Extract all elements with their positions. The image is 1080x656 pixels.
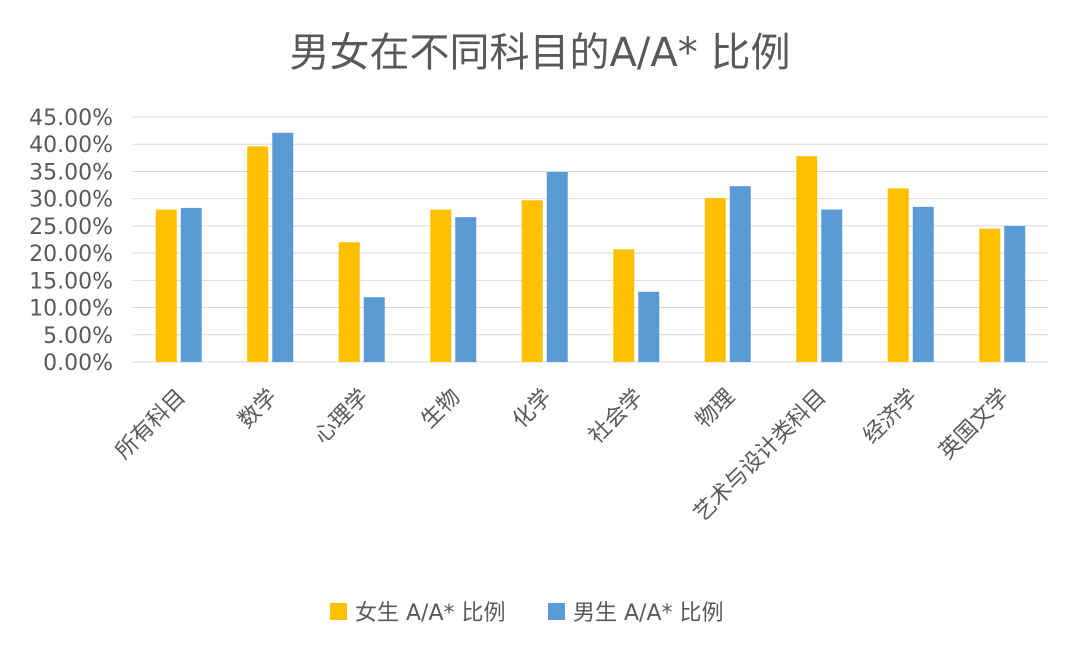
x-tick-label: 所有科目 — [111, 385, 191, 465]
bars — [155, 132, 1026, 362]
y-tick-label: 20.00% — [29, 242, 113, 267]
bar-female — [887, 188, 909, 362]
bar-male — [912, 206, 934, 362]
y-axis-ticks: 0.00%5.00%10.00% 15.00%20.00%25.00%30.00%… — [29, 106, 113, 376]
x-tick-label: 心理学 — [310, 385, 374, 449]
bar-female — [338, 242, 360, 362]
bar-male — [729, 186, 751, 362]
bar-male — [821, 209, 843, 362]
bar-female — [979, 228, 1001, 362]
gridlines — [133, 116, 1048, 363]
y-tick-label: 35.00% — [29, 160, 113, 185]
y-tick-label: 10.00% — [29, 297, 113, 322]
bar-male — [1004, 225, 1026, 362]
y-tick-label: 15.00% — [29, 269, 113, 294]
bar-female — [247, 146, 269, 362]
y-tick-label: 0.00% — [43, 351, 113, 376]
bar-female — [430, 209, 452, 362]
bar-female — [155, 209, 177, 362]
bar-female — [796, 156, 818, 362]
bar-male — [272, 132, 294, 362]
legend-label: 女生 A/A* 比例 — [355, 601, 506, 626]
y-tick-label: 25.00% — [29, 215, 113, 240]
legend-swatch — [330, 603, 347, 620]
bar-female — [704, 198, 726, 362]
y-tick-label: 5.00% — [43, 324, 113, 349]
bar-male — [363, 297, 385, 362]
x-tick-label: 数学 — [234, 385, 283, 434]
legend-label: 男生 A/A* 比例 — [573, 601, 724, 626]
legend-swatch — [548, 603, 565, 620]
y-tick-label: 30.00% — [29, 188, 113, 213]
x-tick-label: 化学 — [508, 385, 557, 434]
bar-female — [521, 200, 543, 362]
chart-title: 男女在不同科目的A/A* 比例 — [290, 30, 791, 76]
x-tick-label: 物理 — [691, 385, 740, 434]
bar-male — [455, 217, 477, 362]
bar-male — [546, 171, 568, 362]
x-tick-label: 经济学 — [859, 385, 923, 449]
y-tick-label: 40.00% — [29, 133, 113, 158]
y-tick-label: 45.00% — [29, 106, 113, 131]
bar-male — [180, 207, 202, 362]
bar-male — [638, 291, 660, 362]
bar-female — [613, 249, 635, 362]
x-tick-label: 生物 — [417, 385, 466, 434]
legend: 女生 A/A* 比例 男生 A/A* 比例 — [330, 601, 724, 626]
x-tick-label: 英国文学 — [935, 385, 1015, 465]
x-tick-label: 社会学 — [584, 385, 648, 449]
